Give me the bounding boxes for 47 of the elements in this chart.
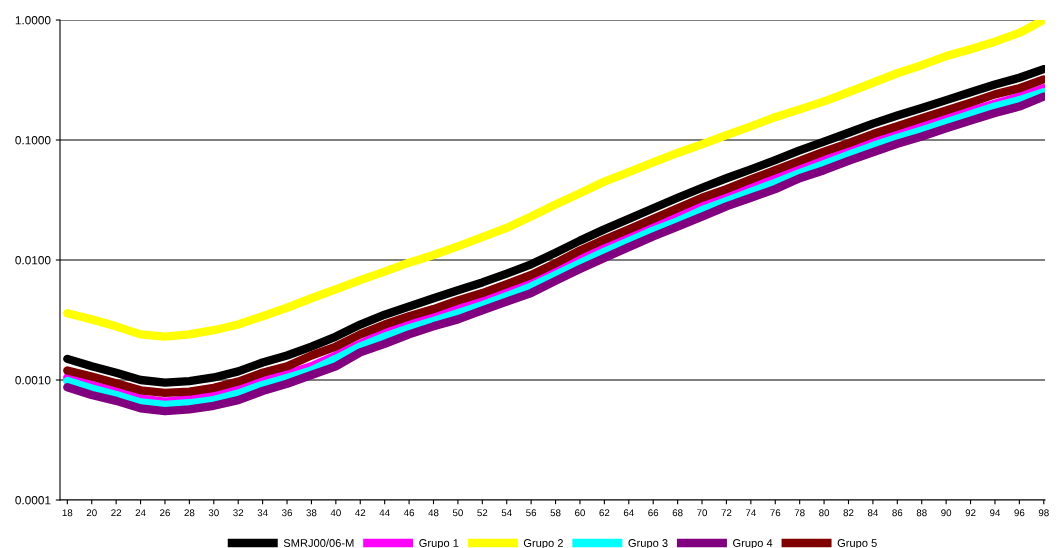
x-tick-label: 82	[843, 509, 854, 517]
x-tick-label: 48	[428, 509, 439, 517]
x-tick-label: 28	[184, 509, 195, 517]
x-tick-label: 70	[697, 509, 708, 517]
x-tick-label: 50	[452, 509, 463, 517]
x-tick-label: 56	[526, 509, 537, 517]
x-tick-label: 40	[330, 509, 341, 517]
x-tick-label: 84	[867, 509, 879, 517]
x-tick-label: 72	[721, 509, 732, 517]
x-tick-label: 60	[575, 509, 585, 517]
y-tick-label: 0.1000	[15, 136, 51, 145]
x-tick-label: 58	[550, 509, 561, 517]
x-tick-label: 36	[281, 509, 293, 517]
x-tick-label: 90	[941, 509, 952, 517]
x-tick-label: 52	[477, 509, 488, 517]
x-tick-label: 94	[990, 509, 1001, 517]
y-tick-label: 0.0010	[15, 376, 51, 385]
x-tick-label: 98	[1038, 509, 1049, 517]
x-tick-label: 38	[306, 509, 317, 517]
x-tick-label: 46	[403, 509, 415, 517]
x-tick-label: 96	[1014, 509, 1025, 517]
x-tick-label: 64	[623, 509, 634, 517]
y-tick-label: 0.0001	[15, 496, 51, 505]
x-tick-label: 78	[794, 509, 805, 517]
x-tick-label: 88	[916, 509, 927, 517]
x-tick-label: 20	[86, 509, 97, 517]
x-tick-label: 76	[770, 509, 781, 517]
x-tick-label: 74	[745, 509, 756, 517]
x-tick-label: 66	[648, 509, 659, 517]
x-tick-label: 80	[819, 509, 830, 517]
x-tick-label: 22	[111, 509, 122, 517]
x-tick-label: 68	[672, 509, 683, 517]
x-tick-label: 24	[135, 509, 146, 517]
x-tick-label: 18	[62, 509, 73, 517]
x-tick-label: 86	[892, 509, 903, 517]
x-tick-label: 92	[965, 509, 976, 517]
legend-label: SMRJ00/06-M	[283, 538, 354, 547]
x-tick-label: 26	[160, 509, 170, 517]
x-tick-label: 42	[355, 509, 366, 517]
x-tick-label: 62	[599, 509, 610, 517]
x-tick-label: 54	[501, 509, 512, 517]
x-tick-label: 30	[208, 509, 219, 517]
x-tick-label: 44	[379, 509, 390, 517]
y-tick-label: 0.0100	[15, 256, 51, 265]
x-tick-label: 32	[233, 509, 244, 517]
y-tick-label: 1.0000	[15, 16, 51, 25]
x-tick-label: 34	[257, 509, 268, 517]
